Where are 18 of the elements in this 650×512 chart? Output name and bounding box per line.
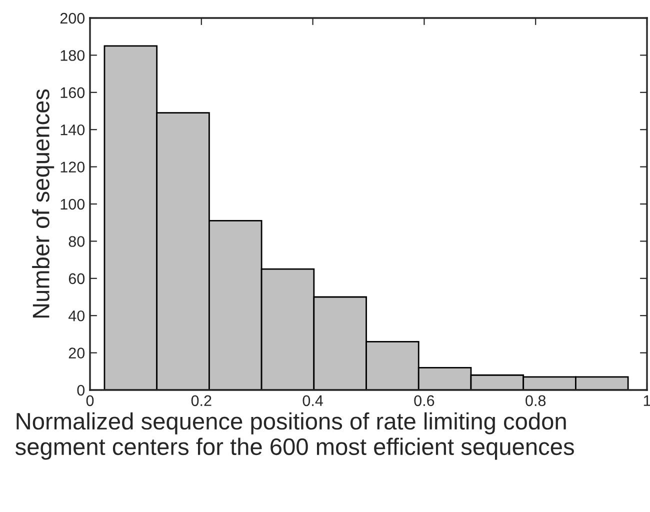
- x-tick-label: 0.4: [302, 395, 323, 406]
- y-tick-label: 160: [60, 87, 85, 98]
- y-tick-label: 0: [77, 384, 85, 396]
- x-tick-label: 0.2: [191, 395, 212, 406]
- y-tick-label: 100: [60, 198, 85, 210]
- y-tick-label: 140: [60, 124, 85, 136]
- y-tick-label: 60: [68, 273, 85, 284]
- x-tick-label: 0.6: [414, 395, 434, 406]
- y-tick-label: 20: [68, 348, 85, 358]
- y-axis-title: Number of sequences: [32, 89, 54, 318]
- y-tick-label: 180: [60, 50, 85, 61]
- x-axis-title: Normalized sequence positions of rate limiting codon segment centers for the 600 most efficient sequences: [15, 412, 574, 460]
- x-tick-label: 0.8: [526, 395, 546, 406]
- x-tick-label: 0: [86, 395, 94, 406]
- y-tick-label: 40: [68, 310, 85, 322]
- y-tick-label: 200: [60, 12, 85, 24]
- y-tick-label: 80: [68, 236, 85, 247]
- y-tick-label: 120: [60, 162, 85, 172]
